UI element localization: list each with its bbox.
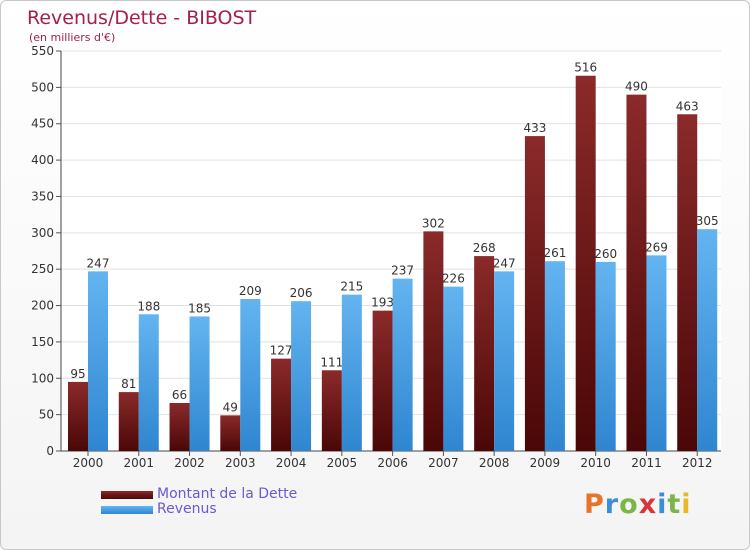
x-tick-label: 2011 (631, 456, 662, 470)
chart-legend: Montant de la Dette Revenus (101, 487, 297, 517)
data-label-dette: 433 (523, 121, 546, 135)
bar-dette (524, 136, 545, 451)
data-label-revenus: 188 (137, 299, 160, 313)
x-tick-label: 2003 (225, 456, 256, 470)
logo-letter: i (681, 489, 692, 520)
data-label-revenus: 260 (594, 247, 617, 261)
data-label-revenus: 269 (645, 240, 668, 254)
data-label-revenus: 247 (493, 256, 516, 270)
bar-revenus (443, 286, 464, 451)
x-tick-label: 2009 (530, 456, 561, 470)
bar-revenus (544, 261, 565, 451)
bar-revenus (88, 271, 108, 451)
bar-dette (626, 94, 647, 452)
bar-revenus (494, 271, 515, 451)
y-tick-label: 200 (31, 299, 54, 313)
data-label-revenus: 305 (696, 214, 719, 228)
y-tick-label: 250 (31, 262, 54, 276)
data-label-dette: 490 (625, 80, 648, 94)
y-tick-label: 500 (31, 80, 54, 94)
bar-dette (575, 75, 596, 452)
bar-revenus (392, 278, 413, 451)
data-label-dette: 516 (574, 61, 597, 75)
logo-letter: P (584, 489, 605, 520)
y-tick-label: 400 (31, 153, 54, 167)
bar-dette (68, 381, 88, 451)
x-tick-label: 2012 (682, 456, 713, 470)
legend-swatch-revenus (101, 505, 153, 514)
logo-letter: x (638, 489, 658, 520)
proxiti-logo: Proxiti (584, 489, 692, 520)
legend-label-dette: Montant de la Dette (157, 486, 298, 502)
data-label-dette: 193 (371, 296, 394, 310)
x-tick-label: 2007 (428, 456, 459, 470)
data-label-dette: 463 (676, 99, 699, 113)
bar-revenus (646, 255, 667, 451)
logo-letter: i (657, 489, 668, 520)
data-label-revenus: 215 (340, 280, 363, 294)
bar-dette (677, 114, 698, 451)
bar-dette (372, 310, 393, 451)
data-label-dette: 95 (70, 367, 85, 381)
data-label-dette: 302 (422, 216, 445, 230)
y-tick-label: 350 (31, 189, 54, 203)
y-tick-label: 50 (39, 408, 54, 422)
data-label-revenus: 237 (391, 264, 414, 278)
bar-revenus (291, 301, 312, 451)
y-tick-label: 550 (31, 44, 54, 58)
legend-swatch-dette (101, 490, 153, 499)
bar-revenus (240, 299, 261, 451)
x-tick-label: 2004 (276, 456, 307, 470)
legend-item-dette: Montant de la Dette (101, 487, 297, 502)
chart-title: Revenus/Dette - BIBOST (27, 7, 257, 29)
logo-letter: o (619, 489, 639, 520)
bar-dette (474, 256, 495, 451)
x-tick-label: 2000 (73, 456, 104, 470)
x-tick-label: 2010 (580, 456, 611, 470)
bar-dette (220, 415, 241, 451)
data-label-revenus: 247 (87, 256, 110, 270)
y-tick-label: 450 (31, 117, 54, 131)
data-label-dette: 49 (223, 400, 238, 414)
y-tick-label: 300 (31, 226, 54, 240)
bar-revenus (138, 314, 159, 451)
logo-letter: t (667, 489, 682, 520)
chart-subtitle: (en milliers d'€) (29, 31, 116, 44)
data-label-revenus: 185 (188, 301, 211, 315)
logo-letter: r (604, 489, 620, 520)
bar-revenus (189, 316, 210, 451)
data-label-dette: 81 (121, 377, 136, 391)
bar-dette (118, 392, 139, 451)
bar-revenus (595, 261, 616, 451)
data-label-revenus: 209 (239, 284, 262, 298)
bar-revenus (697, 229, 718, 451)
data-label-dette: 127 (270, 344, 293, 358)
data-label-dette: 111 (320, 355, 343, 369)
y-tick-label: 100 (31, 371, 54, 385)
x-tick-label: 2006 (377, 456, 408, 470)
x-tick-label: 2002 (174, 456, 205, 470)
data-label-dette: 66 (172, 388, 187, 402)
legend-label-revenus: Revenus (157, 501, 217, 517)
x-tick-label: 2001 (123, 456, 154, 470)
y-tick-label: 150 (31, 335, 54, 349)
bar-revenus (341, 294, 362, 451)
bar-dette (271, 358, 292, 451)
x-tick-label: 2008 (479, 456, 510, 470)
data-label-revenus: 261 (543, 246, 566, 260)
data-label-dette: 268 (473, 241, 496, 255)
legend-item-revenus: Revenus (101, 502, 297, 517)
data-label-revenus: 226 (442, 272, 465, 286)
bar-dette (169, 403, 190, 451)
bar-dette (321, 370, 342, 451)
y-tick-label: 0 (46, 444, 54, 458)
x-tick-label: 2005 (327, 456, 358, 470)
data-label-revenus: 206 (290, 286, 313, 300)
bar-dette (423, 231, 444, 451)
